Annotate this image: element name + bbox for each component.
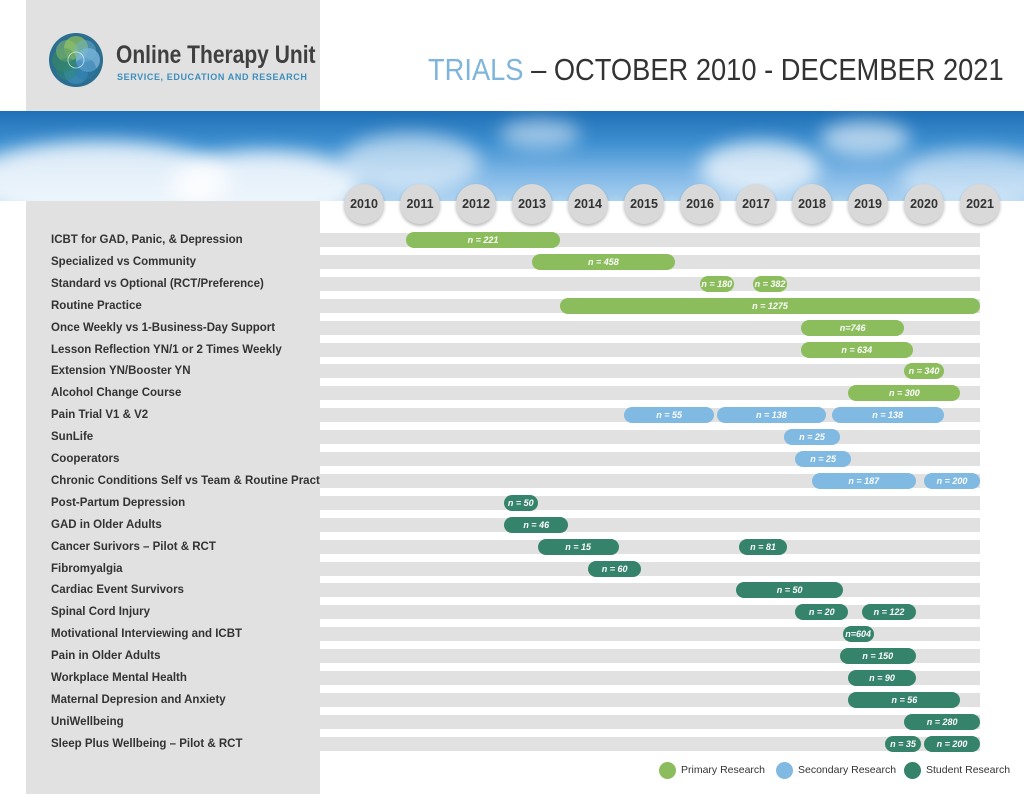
trial-bar-primary: n = 382 — [753, 275, 787, 292]
trial-bar-primary: n = 340 — [904, 363, 944, 380]
row-label: Alcohol Change Course — [51, 387, 182, 400]
trial-bar-primary: n = 1275 — [560, 297, 980, 314]
year-tick: 2021 — [960, 184, 1000, 224]
row-label: Specialized vs Community — [51, 255, 197, 268]
trial-bar-student: n = 200 — [924, 735, 980, 752]
row-label: Maternal Depresion and Anxiety — [51, 693, 226, 706]
legend-secondary-label: Secondary Research — [798, 764, 897, 776]
trial-bar-secondary: n = 187 — [812, 472, 916, 489]
row-track — [320, 627, 980, 642]
logo-icon — [49, 33, 103, 87]
row-label: Fibromyalgia — [51, 562, 123, 575]
trial-bar-student: n = 60 — [588, 560, 642, 577]
trial-bar-student: n = 35 — [884, 735, 922, 752]
year-tick: 2012 — [456, 184, 496, 224]
legend-primary-swatch — [659, 762, 676, 779]
trial-bar-primary: n = 634 — [800, 341, 913, 358]
row-label: ICBT for GAD, Panic, & Depression — [51, 234, 243, 246]
row-track — [320, 649, 980, 664]
row-track — [320, 386, 980, 401]
trial-bar-secondary: n = 55 — [624, 407, 714, 424]
year-tick: 2010 — [344, 184, 384, 224]
row-label: GAD in Older Adults — [51, 518, 162, 531]
year-tick: 2020 — [904, 184, 944, 224]
trial-bar-student: n = 122 — [862, 604, 916, 621]
row-label: UniWellbeing — [51, 715, 124, 728]
year-tick: 2017 — [736, 184, 776, 224]
year-tick: 2016 — [680, 184, 720, 224]
row-track — [320, 539, 980, 554]
row-track — [320, 495, 980, 510]
row-track — [320, 430, 980, 445]
row-label: Routine Practice — [51, 299, 142, 312]
row-label: Cancer Surivors – Pilot & RCT — [51, 540, 216, 553]
row-track — [320, 671, 980, 685]
trial-bar-student: n = 81 — [739, 538, 787, 555]
year-tick: 2013 — [512, 184, 552, 224]
year-tick: 2019 — [848, 184, 888, 224]
trial-bar-student: n = 56 — [848, 691, 961, 708]
year-tick: 2014 — [568, 184, 608, 224]
row-track — [320, 714, 980, 729]
trial-bar-student: n = 280 — [904, 713, 980, 730]
trial-bar-secondary: n = 200 — [924, 472, 980, 489]
logo-name: Online Therapy Unit — [116, 41, 316, 69]
row-label: Pain in Older Adults — [51, 650, 161, 663]
row-track — [320, 736, 980, 751]
row-label: Cooperators — [51, 453, 120, 465]
row-label: Cardiac Event Survivors — [51, 584, 184, 597]
row-track — [320, 692, 980, 707]
row-label: Extension YN/Booster YN — [51, 365, 191, 378]
trial-bar-student: n = 15 — [537, 538, 619, 555]
trial-bar-student: n = 150 — [840, 648, 916, 665]
title-accent: TRIALS — [428, 52, 524, 87]
row-label: Post-Partum Depression — [51, 496, 186, 509]
chart-title: TRIALS – OCTOBER 2010 - DECEMBER 2021 — [428, 52, 1004, 88]
row-track — [320, 517, 980, 532]
row-track — [320, 452, 980, 466]
row-label: SunLife — [51, 431, 94, 444]
row-label: Sleep Plus Wellbeing – Pilot & RCT — [51, 737, 243, 750]
trial-bar-primary: n = 458 — [532, 253, 675, 270]
sky-banner — [0, 111, 1024, 201]
row-label: Lesson Reflection YN/1 or 2 Times Weekly — [51, 343, 282, 356]
row-label: Workplace Mental Health — [51, 672, 187, 684]
year-tick: 2011 — [400, 184, 440, 224]
row-track — [320, 276, 980, 291]
trial-bar-secondary: n = 138 — [716, 407, 826, 424]
year-tick: 2018 — [792, 184, 832, 224]
title-rest: – OCTOBER 2010 - DECEMBER 2021 — [523, 52, 1004, 87]
row-track — [320, 364, 980, 379]
row-track — [320, 583, 980, 598]
trial-bar-student: n = 90 — [848, 670, 916, 686]
row-label: Motivational Interviewing and ICBT — [51, 628, 243, 641]
row-label: Pain Trial V1 & V2 — [51, 409, 149, 422]
year-tick: 2015 — [624, 184, 664, 224]
trial-bar-primary: n = 221 — [406, 232, 560, 248]
trial-bar-student: n = 20 — [795, 604, 849, 621]
trial-bar-student: n = 46 — [504, 516, 569, 533]
row-label: Spinal Cord Injury — [51, 606, 151, 619]
trial-bar-student: n = 50 — [504, 494, 538, 511]
row-label: Standard vs Optional (RCT/Preference) — [51, 277, 264, 290]
trial-bar-primary: n = 300 — [848, 385, 961, 402]
legend-student-swatch — [904, 762, 921, 779]
legend-primary-label: Primary Research — [681, 764, 766, 776]
trial-bar-secondary: n = 25 — [795, 451, 852, 467]
trial-bar-primary: n=746 — [800, 319, 905, 336]
legend-secondary-swatch — [776, 762, 793, 779]
legend-student-label: Student Research — [926, 764, 1011, 776]
logo-subtitle: SERVICE, EDUCATION AND RESEARCH — [117, 72, 308, 82]
row-label: Once Weekly vs 1-Business-Day Support — [51, 321, 276, 334]
trial-bar-student: n=604 — [842, 626, 874, 643]
trial-bar-secondary: n = 25 — [784, 429, 840, 446]
trial-bar-student: n = 50 — [736, 582, 843, 599]
trial-bar-secondary: n = 138 — [831, 407, 944, 424]
row-track — [320, 561, 980, 576]
row-label: Chronic Conditions Self vs Team & Routin… — [51, 474, 336, 487]
trial-bar-primary: n = 180 — [700, 275, 734, 292]
